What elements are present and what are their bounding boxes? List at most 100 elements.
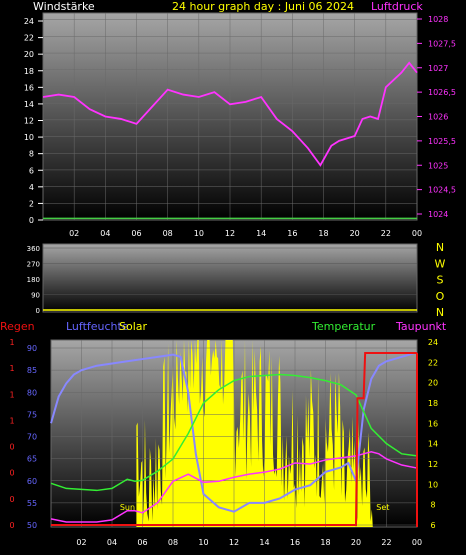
- panel-1-y-left-tick: 14: [24, 100, 34, 109]
- panel-1-x-tick: 14: [256, 229, 266, 238]
- panel-3-humidity-tick: 60: [27, 477, 37, 486]
- panel-1-x-tick: 16: [287, 229, 297, 238]
- panel-3-rain-tick: 1: [9, 390, 14, 399]
- panel-2-direction-label: N: [436, 241, 444, 254]
- legend-taupunkt: Taupunkt: [396, 320, 447, 333]
- panel-3-x-tick: 02: [76, 538, 86, 547]
- panel-1-y-right-tick: 1027,5: [428, 39, 456, 48]
- panel-3-temp-tick: 12: [428, 460, 438, 469]
- panel-1-left-axis-label: Windstärke: [33, 0, 95, 13]
- panel-1-y-left-tick: 4: [29, 183, 34, 192]
- panel-3-x-tick: 08: [168, 538, 178, 547]
- series-taupunkt: [50, 451, 418, 523]
- panel-3-temp-tick: 16: [428, 419, 438, 428]
- panel-1-y-right-tick: 1028: [428, 15, 448, 24]
- series-solar: [136, 340, 373, 527]
- sunrise-annotation: Sun: [120, 503, 135, 512]
- series-luftfeuchte: [50, 351, 418, 513]
- panel-3-humidity-tick: 80: [27, 388, 37, 397]
- series-regen: [51, 352, 417, 526]
- panel-3-x-tick: 16: [290, 538, 300, 547]
- panel-1-x-tick: 06: [131, 229, 141, 238]
- panel-1-y-left-tick: 16: [24, 83, 34, 92]
- panel-3-x-tick: 22: [381, 538, 391, 547]
- panel-3-x-tick: 20: [351, 538, 361, 547]
- panel-3-humidity-tick: 75: [27, 410, 37, 419]
- panel-2-y-left-tick: 270: [27, 261, 40, 269]
- panel-1-x-tick: 18: [318, 229, 328, 238]
- panel-1-y-left-tick: 2: [29, 199, 34, 208]
- panel-3-x-tick: 10: [198, 538, 208, 547]
- panel-1-y-right-tick: 1025,5: [428, 137, 456, 146]
- panel-3-rain-tick: 0: [9, 495, 14, 504]
- legend-regen: Regen: [0, 320, 35, 333]
- panel-3-rain-tick: 0: [9, 469, 14, 478]
- panel-2-direction-label: W: [435, 257, 446, 270]
- legend-luftfeuchte: Luftfeuchte: [66, 320, 129, 333]
- panel-1-x-tick: 02: [69, 229, 79, 238]
- panel-3-temp-tick: 24: [428, 338, 438, 347]
- panel-1-x-tick: 00: [412, 229, 422, 238]
- panel-2-y-left-tick: 90: [31, 292, 40, 300]
- panel-3-temp-tick: 22: [428, 358, 438, 367]
- panel-1-x-tick: 10: [194, 229, 204, 238]
- panel-3-x-tick: 12: [229, 538, 239, 547]
- panel-1-y-left-tick: 24: [24, 17, 34, 26]
- panel-1-y-left-tick: 12: [24, 117, 34, 126]
- panel-3-temp-tick: 6: [430, 521, 435, 530]
- panel-2-direction-label: S: [437, 274, 444, 287]
- panel-3-humidity-tick: 90: [27, 344, 37, 353]
- panel-3-rain-tick: 1: [9, 416, 14, 425]
- panel-1-x-tick: 12: [225, 229, 235, 238]
- panel-1-y-right-tick: 1024: [428, 210, 448, 219]
- panel-3-rain-tick: 0: [9, 443, 14, 452]
- panel-3-rain-tick: 1: [9, 364, 14, 373]
- panel-3-x-tick: 06: [137, 538, 147, 547]
- chart-title: 24 hour graph day : Juni 06 2024: [172, 0, 355, 13]
- panel-1-y-left-tick: 22: [24, 34, 34, 43]
- panel-2-direction-label: O: [436, 290, 445, 303]
- panel-2-y-left-tick: 180: [27, 276, 40, 284]
- panel-3-x-tick: 00: [412, 538, 422, 547]
- series-luftdruck: [42, 61, 418, 167]
- panel-3-temp-tick: 8: [430, 501, 435, 510]
- panel-2-direction-label: N: [436, 306, 444, 319]
- panel-3-humidity-tick: 55: [27, 499, 37, 508]
- panel-3-temp-tick: 10: [428, 480, 438, 489]
- panel-1-y-left-tick: 20: [24, 50, 34, 59]
- panel-3-humidity-tick: 50: [27, 521, 37, 530]
- sunset-annotation: Set: [376, 503, 389, 512]
- panel-3-x-tick: 14: [259, 538, 269, 547]
- panel-3-humidity-tick: 70: [27, 433, 37, 442]
- panel-1-y-left-tick: 8: [29, 150, 34, 159]
- panel-3-humidity-tick: 85: [27, 366, 37, 375]
- panel-3-rain-tick: 0: [9, 521, 14, 530]
- panel-3-x-tick: 04: [107, 538, 117, 547]
- panel-2-y-left-tick: 360: [27, 245, 40, 253]
- panel-1-y-left-tick: 18: [24, 67, 34, 76]
- panel-1-y-left-tick: 6: [29, 166, 34, 175]
- panel-3-temp-tick: 14: [428, 440, 438, 449]
- legend-temperatur: Temperatur: [312, 320, 376, 333]
- panel-1-x-tick: 08: [163, 229, 173, 238]
- panel-1-y-right-tick: 1024,5: [428, 186, 456, 195]
- panel-3-rain-tick: 1: [9, 338, 14, 347]
- panel-1-y-left-tick: 10: [24, 133, 34, 142]
- panel-1-right-axis-label: Luftdruck: [371, 0, 423, 13]
- series-temperatur: [50, 373, 418, 492]
- legend-solar: Solar: [119, 320, 148, 333]
- panel-1-x-tick: 22: [381, 229, 391, 238]
- panel-1-y-right-tick: 1027: [428, 64, 448, 73]
- panel-2-plot-area: [42, 243, 418, 313]
- panel-3-humidity-tick: 65: [27, 455, 37, 464]
- panel-2-y-left-tick: 0: [36, 307, 40, 315]
- panel-1-y-right-tick: 1026: [428, 113, 448, 122]
- panel-3-temp-tick: 18: [428, 399, 438, 408]
- panel-1-y-left-tick: 0: [29, 216, 34, 225]
- panel-1-x-tick: 20: [350, 229, 360, 238]
- panel-3-x-tick: 18: [320, 538, 330, 547]
- panel-1-y-right-tick: 1026,5: [428, 88, 456, 97]
- panel-1-y-right-tick: 1025: [428, 161, 448, 170]
- panel-1-x-tick: 04: [100, 229, 110, 238]
